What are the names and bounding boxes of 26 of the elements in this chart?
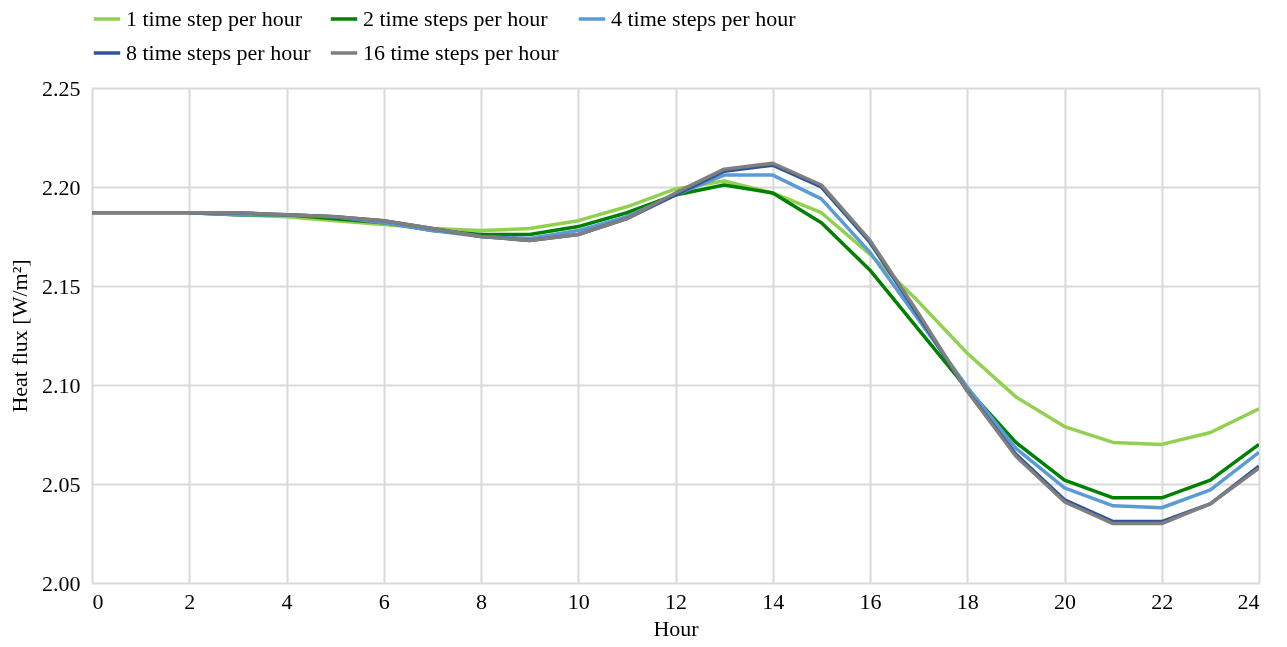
y-tick-label: 2.20 xyxy=(42,174,81,200)
x-tick-label: 22 xyxy=(1151,588,1174,614)
x-tick-label: 2 xyxy=(184,588,196,614)
legend-label: 1 time step per hour xyxy=(126,6,303,31)
x-tick-label: 20 xyxy=(1054,588,1076,614)
y-tick-label: 2.25 xyxy=(42,75,81,101)
x-tick-label: 16 xyxy=(859,588,882,614)
y-axis-title: Heat flux [W/m²] xyxy=(7,259,32,413)
x-tick-label: 10 xyxy=(567,588,590,614)
x-tick-label: 18 xyxy=(956,588,979,614)
legend-label: 8 time steps per hour xyxy=(126,40,312,65)
x-tick-label: 14 xyxy=(762,588,785,614)
legend-label: 4 time steps per hour xyxy=(611,6,797,31)
x-tick-label: 6 xyxy=(378,588,390,614)
x-tick-label: 12 xyxy=(665,588,687,614)
legend-label: 16 time steps per hour xyxy=(363,40,560,65)
legend-label: 2 time steps per hour xyxy=(363,6,549,31)
x-tick-label: 8 xyxy=(476,588,487,614)
y-tick-label: 2.15 xyxy=(42,273,81,299)
x-tick-label: 24 xyxy=(1237,588,1260,614)
y-tick-label: 2.10 xyxy=(42,372,81,398)
x-axis-title: Hour xyxy=(653,615,700,641)
y-tick-label: 2.05 xyxy=(42,471,81,497)
y-tick-label: 2.00 xyxy=(42,570,81,596)
x-tick-label: 4 xyxy=(281,588,293,614)
x-tick-label: 0 xyxy=(92,588,104,614)
